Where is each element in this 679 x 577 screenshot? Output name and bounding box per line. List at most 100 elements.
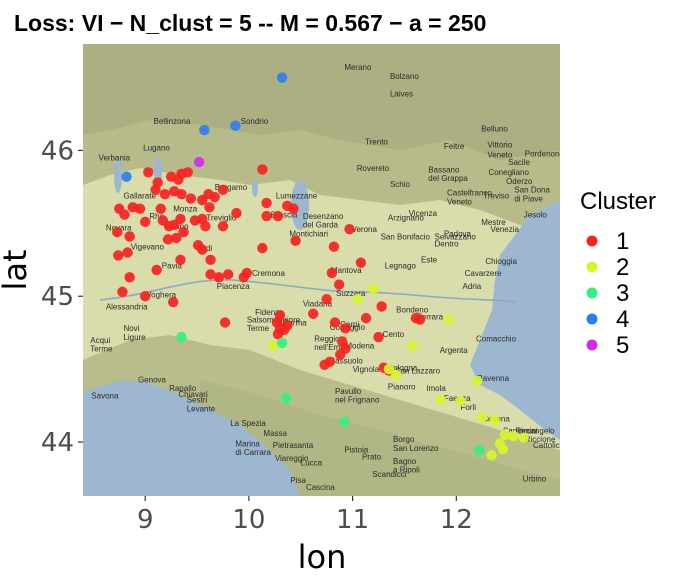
place-label: Viadana (303, 299, 333, 308)
place-label: Venezia (491, 225, 520, 234)
x-axis-title: lon (298, 538, 347, 576)
point-cluster-1 (261, 197, 272, 209)
point-cluster-1 (222, 269, 234, 280)
point-cluster-2 (267, 340, 278, 352)
point-cluster-2 (368, 283, 379, 295)
point-cluster-1 (257, 164, 268, 175)
place-label: Genova (138, 375, 167, 384)
place-label: Rho (149, 212, 164, 221)
place-label: del Garda (303, 221, 339, 230)
place-label: San Bonifacio (381, 232, 431, 241)
point-cluster-3 (281, 393, 292, 404)
place-label: Suzzara (336, 289, 366, 298)
place-label: Belluno (481, 124, 508, 133)
place-label: Fidenza (255, 308, 284, 317)
place-label: Cento (383, 330, 405, 339)
place-label: Oderzo (506, 177, 533, 186)
place-label: Legnago (385, 262, 417, 271)
point-cluster-2 (508, 431, 519, 442)
place-label: Feltre (444, 142, 465, 151)
point-cluster-1 (241, 267, 253, 279)
point-cluster-1 (119, 209, 130, 220)
place-label: Pisa (290, 476, 306, 485)
point-cluster-1 (122, 247, 133, 258)
point-cluster-1 (272, 328, 284, 340)
point-cluster-1 (257, 242, 268, 254)
place-label: Pistoia (344, 445, 369, 454)
point-cluster-1 (308, 308, 319, 319)
point-cluster-1 (213, 272, 225, 283)
point-cluster-1 (329, 317, 341, 328)
point-cluster-1 (326, 267, 338, 279)
place-label: Pordenone (525, 149, 565, 158)
place-label: Ravenna (477, 374, 510, 383)
place-label: Este (421, 256, 438, 265)
place-label: nell'Emilia (314, 343, 350, 352)
place-label: Carpi (340, 320, 359, 329)
point-cluster-1 (134, 203, 146, 214)
place-label: Mestre (481, 218, 506, 227)
point-cluster-4 (199, 124, 210, 136)
place-label: Veneto (487, 151, 512, 160)
legend-key-4 (586, 313, 598, 325)
point-cluster-1 (140, 291, 151, 302)
point-cluster-1 (321, 293, 332, 305)
place-label: Cattolica (533, 441, 565, 450)
point-cluster-4 (121, 171, 132, 182)
place-label: Lumezzane (276, 192, 318, 201)
point-cluster-3 (473, 445, 485, 456)
point-cluster-1 (333, 279, 345, 290)
point-cluster-1 (178, 226, 189, 238)
point-cluster-1 (288, 203, 299, 214)
place-label: Sacile (508, 158, 530, 167)
point-cluster-1 (261, 210, 272, 222)
place-label: Rapallo (169, 384, 197, 393)
point-cluster-2 (499, 429, 511, 440)
place-label: Trento (365, 138, 388, 147)
place-label: Bellinzona (154, 117, 191, 126)
point-cluster-1 (162, 234, 174, 245)
point-cluster-3 (339, 416, 350, 427)
place-label: Viareggio (275, 454, 309, 463)
point-cluster-1 (185, 193, 197, 204)
x-tick-label: 11 (336, 505, 369, 535)
point-cluster-2 (352, 293, 363, 305)
place-label: Terme (247, 324, 270, 333)
point-cluster-2 (435, 394, 446, 405)
point-cluster-1 (282, 320, 293, 331)
point-cluster-1 (182, 167, 193, 178)
place-label: Padova (444, 229, 472, 238)
point-cluster-1 (189, 215, 201, 226)
place-label: Rovereto (357, 164, 390, 173)
place-label: Sassuolo (330, 356, 363, 365)
adriatic-sea (470, 200, 560, 440)
point-cluster-4 (276, 72, 288, 83)
place-label: Rimini (515, 426, 537, 435)
legend-key-3 (586, 287, 598, 299)
point-cluster-1 (344, 223, 355, 235)
point-cluster-2 (390, 369, 402, 381)
place-label: Cascina (306, 483, 335, 492)
point-cluster-2 (477, 412, 488, 423)
place-label: Levante (187, 404, 216, 413)
point-cluster-1 (159, 188, 171, 200)
place-label: Chiavari (178, 390, 208, 399)
legend-title: Cluster (580, 188, 656, 215)
place-label: Verona (352, 225, 378, 234)
point-cluster-2 (383, 363, 395, 375)
point-cluster-1 (205, 254, 216, 265)
place-label: Vigevano (131, 243, 165, 252)
point-cluster-1 (410, 312, 422, 324)
place-label: Sondrio (241, 117, 269, 126)
point-cluster-1 (112, 226, 123, 238)
y-tick-label: 44 (41, 428, 74, 458)
place-label: a Ripoli (393, 466, 420, 475)
point-cluster-1 (204, 202, 215, 213)
place-label: Arzignano (388, 213, 425, 222)
place-label: Marina (235, 439, 260, 448)
place-label: Bologna (388, 364, 418, 373)
point-cluster-1 (140, 216, 151, 228)
place-label: Jesolo (524, 211, 548, 220)
place-label: Borgo (393, 435, 415, 444)
